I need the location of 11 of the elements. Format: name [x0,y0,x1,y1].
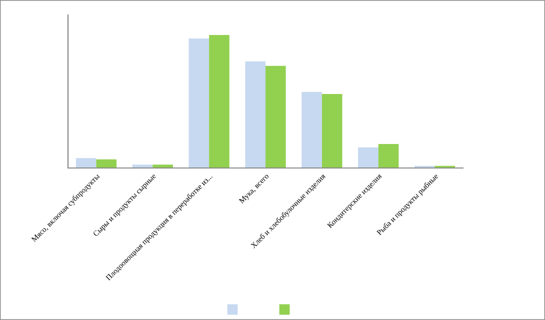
bar [322,94,342,168]
bar [266,66,286,168]
bar [152,164,173,168]
bar [245,61,266,168]
bar [378,144,399,168]
bar [76,158,96,168]
bar [188,38,210,168]
bar [209,34,230,168]
bar [96,159,117,168]
bar [302,92,322,168]
bar [358,147,378,168]
